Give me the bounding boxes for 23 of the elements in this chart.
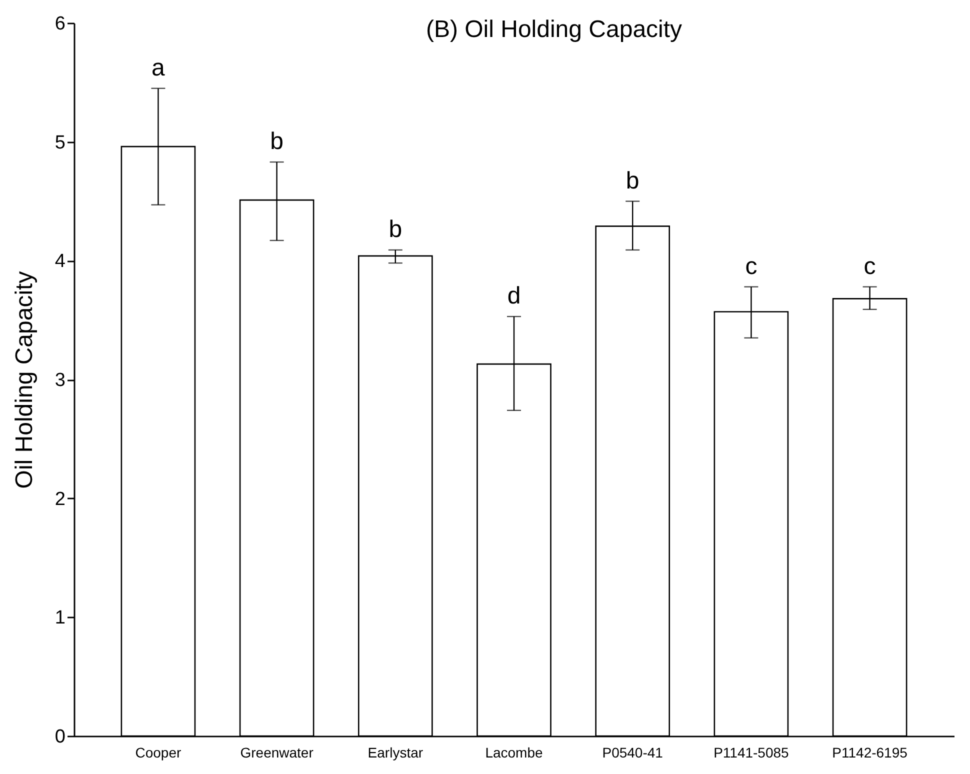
annotation: b bbox=[626, 167, 640, 194]
y-axis-title: Oil Holding Capacity bbox=[10, 271, 38, 489]
y-tick-label: 2 bbox=[54, 488, 66, 510]
x-tick-label: P1141-5085 bbox=[714, 744, 790, 760]
annotation: b bbox=[270, 128, 284, 156]
y-tick-label: 0 bbox=[54, 726, 66, 748]
annotation: c bbox=[745, 252, 758, 280]
y-tick-label: 5 bbox=[54, 132, 66, 154]
chart-title: (B) Oil Holding Capacity bbox=[426, 16, 682, 43]
annotation: c bbox=[864, 252, 876, 280]
y-tick-label: 1 bbox=[54, 608, 66, 629]
y-tick-label: 4 bbox=[54, 251, 66, 272]
annotation: d bbox=[507, 282, 521, 310]
x-tick-label: Lacombe bbox=[485, 744, 544, 760]
x-tick-label: Cooper bbox=[135, 744, 182, 760]
annotation: a bbox=[152, 54, 166, 82]
x-tick-label: P1142-6195 bbox=[832, 744, 908, 760]
y-tick-label: 3 bbox=[54, 370, 66, 391]
x-tick-label: Earlystar bbox=[368, 744, 424, 760]
y-tick-label: 6 bbox=[54, 14, 66, 34]
x-tick-label: P0540-41 bbox=[602, 744, 664, 760]
annotation: b bbox=[388, 216, 402, 243]
x-tick-label: Greenwater bbox=[240, 744, 314, 760]
